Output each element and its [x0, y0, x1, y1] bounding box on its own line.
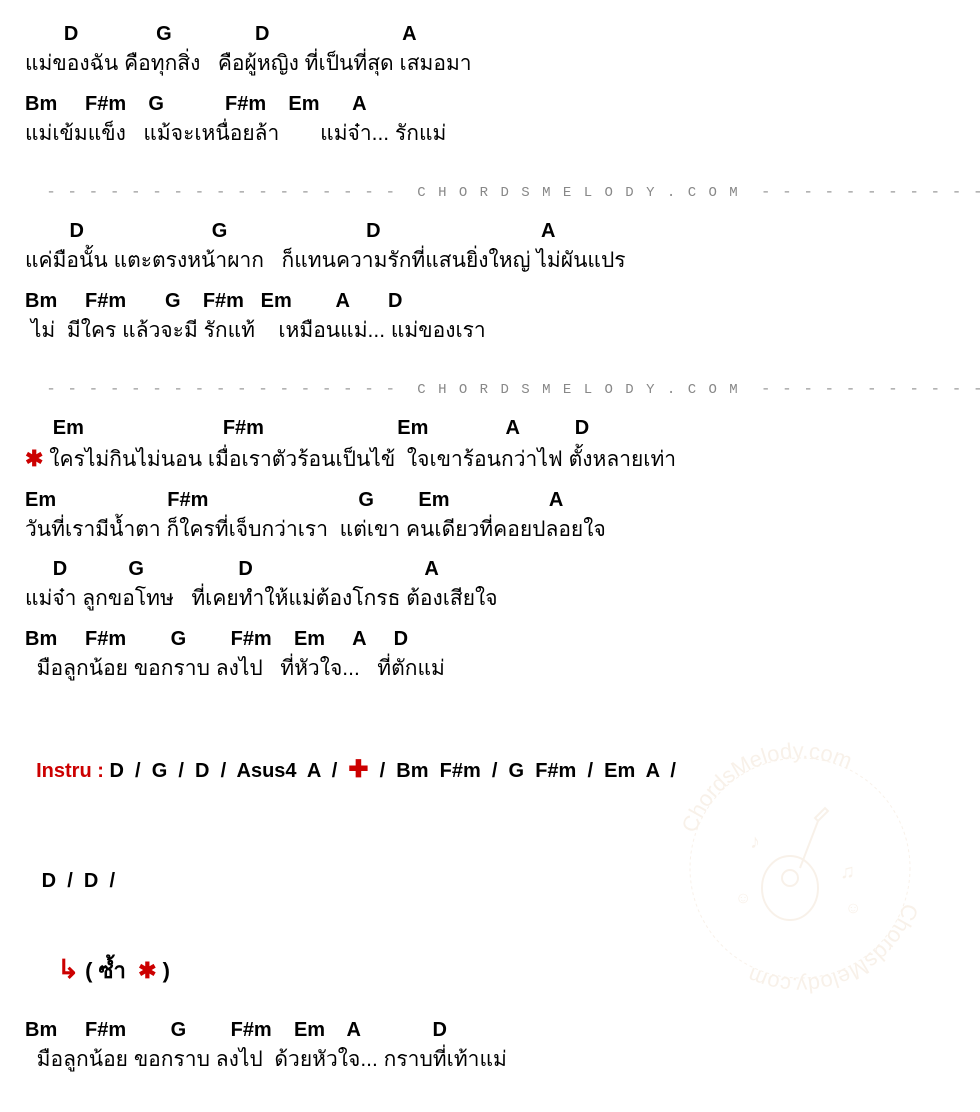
- plus-icon: ✚: [348, 756, 368, 783]
- chord-line: Bm F#m G F#m Em A: [25, 90, 960, 118]
- lyric-line: แม่เข้มแข็ง แม้จะเหนื่อยล้า แม่จ๋า... รั…: [25, 118, 960, 150]
- verse-3-chorus: Em F#m Em A D ✱ ใครไม่กินไม่นอน เมื่อเรา…: [25, 414, 960, 684]
- verse-2: D G D A แค่มือนั้น แตะตรงหน้าผาก ก็แทนคว…: [25, 217, 960, 346]
- svg-text:☺: ☺: [845, 900, 861, 917]
- divider-brand: C H O R D S M E L O D Y . C O M: [417, 382, 739, 398]
- instru-label: Instru :: [36, 760, 104, 782]
- repeat-arrow-icon: ↳: [57, 954, 79, 984]
- divider-dashes: - - - - - - - - - - - - - - - - -: [46, 380, 417, 398]
- instru-chords: D / G / D / Asus4 A /: [104, 760, 349, 782]
- lyric-line: แม่จ๋า ลูกขอโทษ ที่เคยทำให้แม่ต้องโกรธ ต…: [25, 583, 960, 615]
- chord-line: D G D A: [25, 555, 960, 583]
- chord-line: Bm F#m G F#m Em A D: [25, 1016, 960, 1044]
- instrumental-section: Instru : D / G / D / Asus4 A / ✚ / Bm F#…: [25, 712, 960, 899]
- verse-1: D G D A แม่ของฉัน คือทุกสิ่ง คือผู้หญิง …: [25, 20, 960, 149]
- divider-dashes: - - - - - - - - - - - - - - - - -: [740, 183, 980, 201]
- repeat-text: ( ซ้ำ: [79, 958, 138, 983]
- lyric-line: ✱ ใครไม่กินไม่นอน เมื่อเราตัวร้อนเป็นไข้…: [25, 442, 960, 476]
- section-divider: - - - - - - - - - - - - - - - - - C H O …: [25, 165, 960, 201]
- section-divider: - - - - - - - - - - - - - - - - - C H O …: [25, 362, 960, 398]
- chord-line: D G D A: [25, 217, 960, 245]
- lyric-text: ใครไม่กินไม่นอน เมื่อเราตัวร้อนเป็นไข้ ใ…: [43, 448, 676, 471]
- repeat-marker: ↳ ( ซ้ำ ✱ ): [45, 927, 960, 988]
- lyric-line: วันที่เรามีน้ำตา ก็ใครที่เจ็บกว่าเรา แต่…: [25, 514, 960, 546]
- chord-line: Em F#m G Em A: [25, 486, 960, 514]
- chord-line: D G D A: [25, 20, 960, 48]
- lyric-line: แค่มือนั้น แตะตรงหน้าผาก ก็แทนความรักที่…: [25, 245, 960, 277]
- chord-line: Bm F#m G F#m Em A D: [25, 287, 960, 315]
- lyric-line: แม่ของฉัน คือทุกสิ่ง คือผู้หญิง ที่เป็นท…: [25, 48, 960, 80]
- divider-dashes: - - - - - - - - - - - - - - - - -: [46, 183, 417, 201]
- instru-chords: D / D /: [36, 870, 115, 892]
- divider-dashes: - - - - - - - - - - - - - - - - -: [740, 380, 980, 398]
- repeat-close: ): [157, 958, 170, 983]
- chord-line: Bm F#m G F#m Em A D: [25, 625, 960, 653]
- star-icon: ✱: [25, 446, 43, 471]
- divider-brand: C H O R D S M E L O D Y . C O M: [417, 185, 739, 201]
- lyric-line: มือลูกน้อย ขอกราบ ลงไป ด้วยหัวใจ... กราบ…: [25, 1044, 960, 1076]
- instru-chords: / Bm F#m / G F#m / Em A /: [369, 760, 676, 782]
- chord-line: Em F#m Em A D: [25, 414, 960, 442]
- lyric-line: มือลูกน้อย ขอกราบ ลงไป ที่หัวใจ... ที่ตั…: [25, 653, 960, 685]
- final-verse: Bm F#m G F#m Em A D มือลูกน้อย ขอกราบ ลง…: [25, 1016, 960, 1076]
- lyric-line: ไม่ มีใคร แล้วจะมี รักแท้ เหมือนแม่... แ…: [25, 315, 960, 347]
- star-icon: ✱: [138, 958, 156, 983]
